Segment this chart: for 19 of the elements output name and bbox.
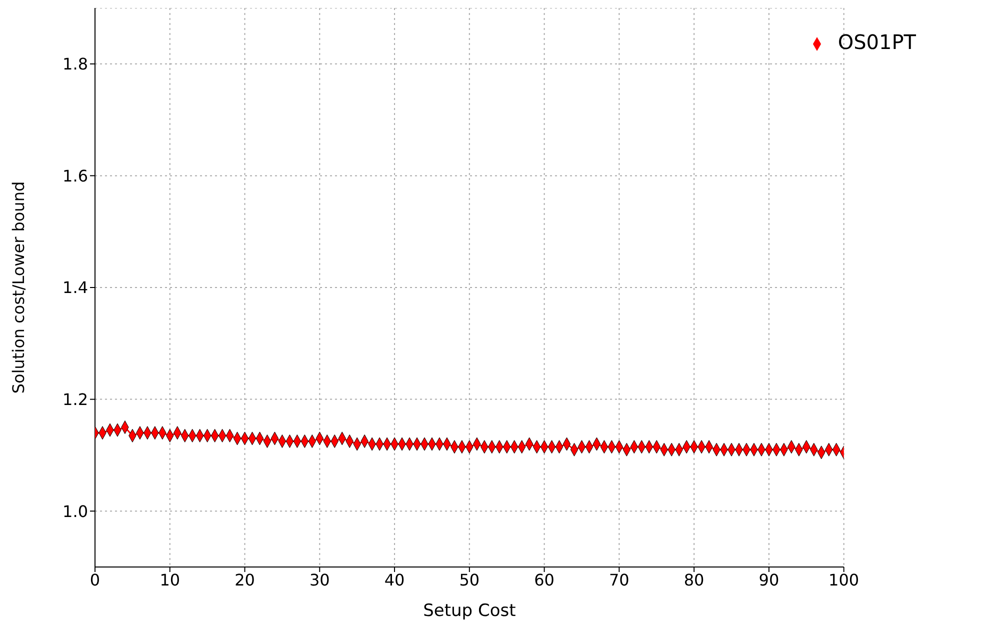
- y-tick-label: 1.6: [62, 166, 88, 186]
- x-tick-label: 100: [828, 570, 860, 590]
- x-tick-label: 70: [609, 570, 630, 590]
- y-tick-label: 1.8: [62, 54, 88, 74]
- x-tick-label: 60: [534, 570, 554, 590]
- y-tick-label: 1.4: [62, 278, 88, 298]
- y-axis-title: Solution cost/Lower bound: [9, 181, 28, 394]
- x-axis-title: Setup Cost: [423, 601, 516, 621]
- x-tick-label: 90: [758, 570, 780, 590]
- x-tick-label: 80: [684, 570, 704, 590]
- x-tick-label: 40: [384, 570, 405, 590]
- y-tick-label: 1.0: [62, 502, 88, 521]
- x-tick-label: 20: [234, 570, 255, 590]
- legend-label: OS01PT: [838, 30, 916, 54]
- x-tick-label: 10: [160, 570, 180, 590]
- x-tick-label: 30: [309, 570, 330, 590]
- x-tick-label: 50: [459, 570, 480, 590]
- y-tick-label: 1.2: [62, 390, 88, 409]
- x-tick-label: 0: [90, 570, 100, 590]
